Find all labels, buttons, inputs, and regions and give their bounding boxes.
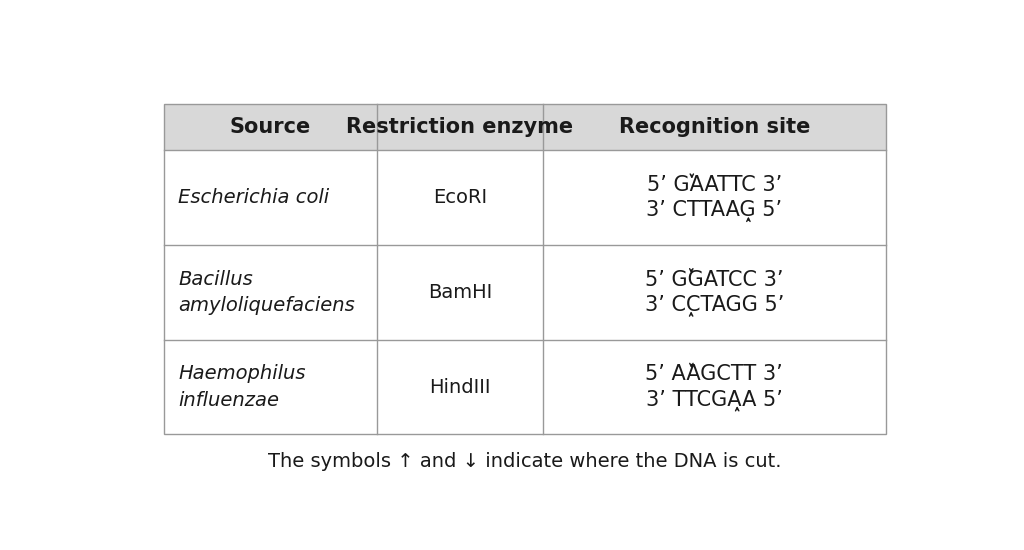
Text: BamHI: BamHI [428,283,492,302]
Text: 5’ AAGCTT 3’: 5’ AAGCTT 3’ [645,365,783,384]
Text: Bacillus
amyloliquefaciens: Bacillus amyloliquefaciens [178,270,354,315]
Text: Restriction enzyme: Restriction enzyme [346,117,573,138]
Text: Recognition site: Recognition site [618,117,810,138]
Text: Escherichia coli: Escherichia coli [178,188,329,207]
Text: Source: Source [229,117,311,138]
Bar [164,104,886,150]
Text: 3’ CTTAAG 5’: 3’ CTTAAG 5’ [646,200,782,221]
Text: The symbols ↑ and ↓ indicate where the DNA is cut.: The symbols ↑ and ↓ indicate where the D… [268,453,781,471]
Bar [164,104,886,434]
Text: 3’ TTCGAA 5’: 3’ TTCGAA 5’ [646,390,782,410]
Text: 5’ GAATTC 3’: 5’ GAATTC 3’ [647,175,782,195]
Text: 5’ GGATCC 3’: 5’ GGATCC 3’ [645,270,783,290]
Text: EcoRI: EcoRI [433,188,486,207]
Text: HindIII: HindIII [429,378,490,397]
Text: Haemophilus
influenzae: Haemophilus influenzae [178,364,305,410]
Text: 3’ CCTAGG 5’: 3’ CCTAGG 5’ [645,295,784,315]
